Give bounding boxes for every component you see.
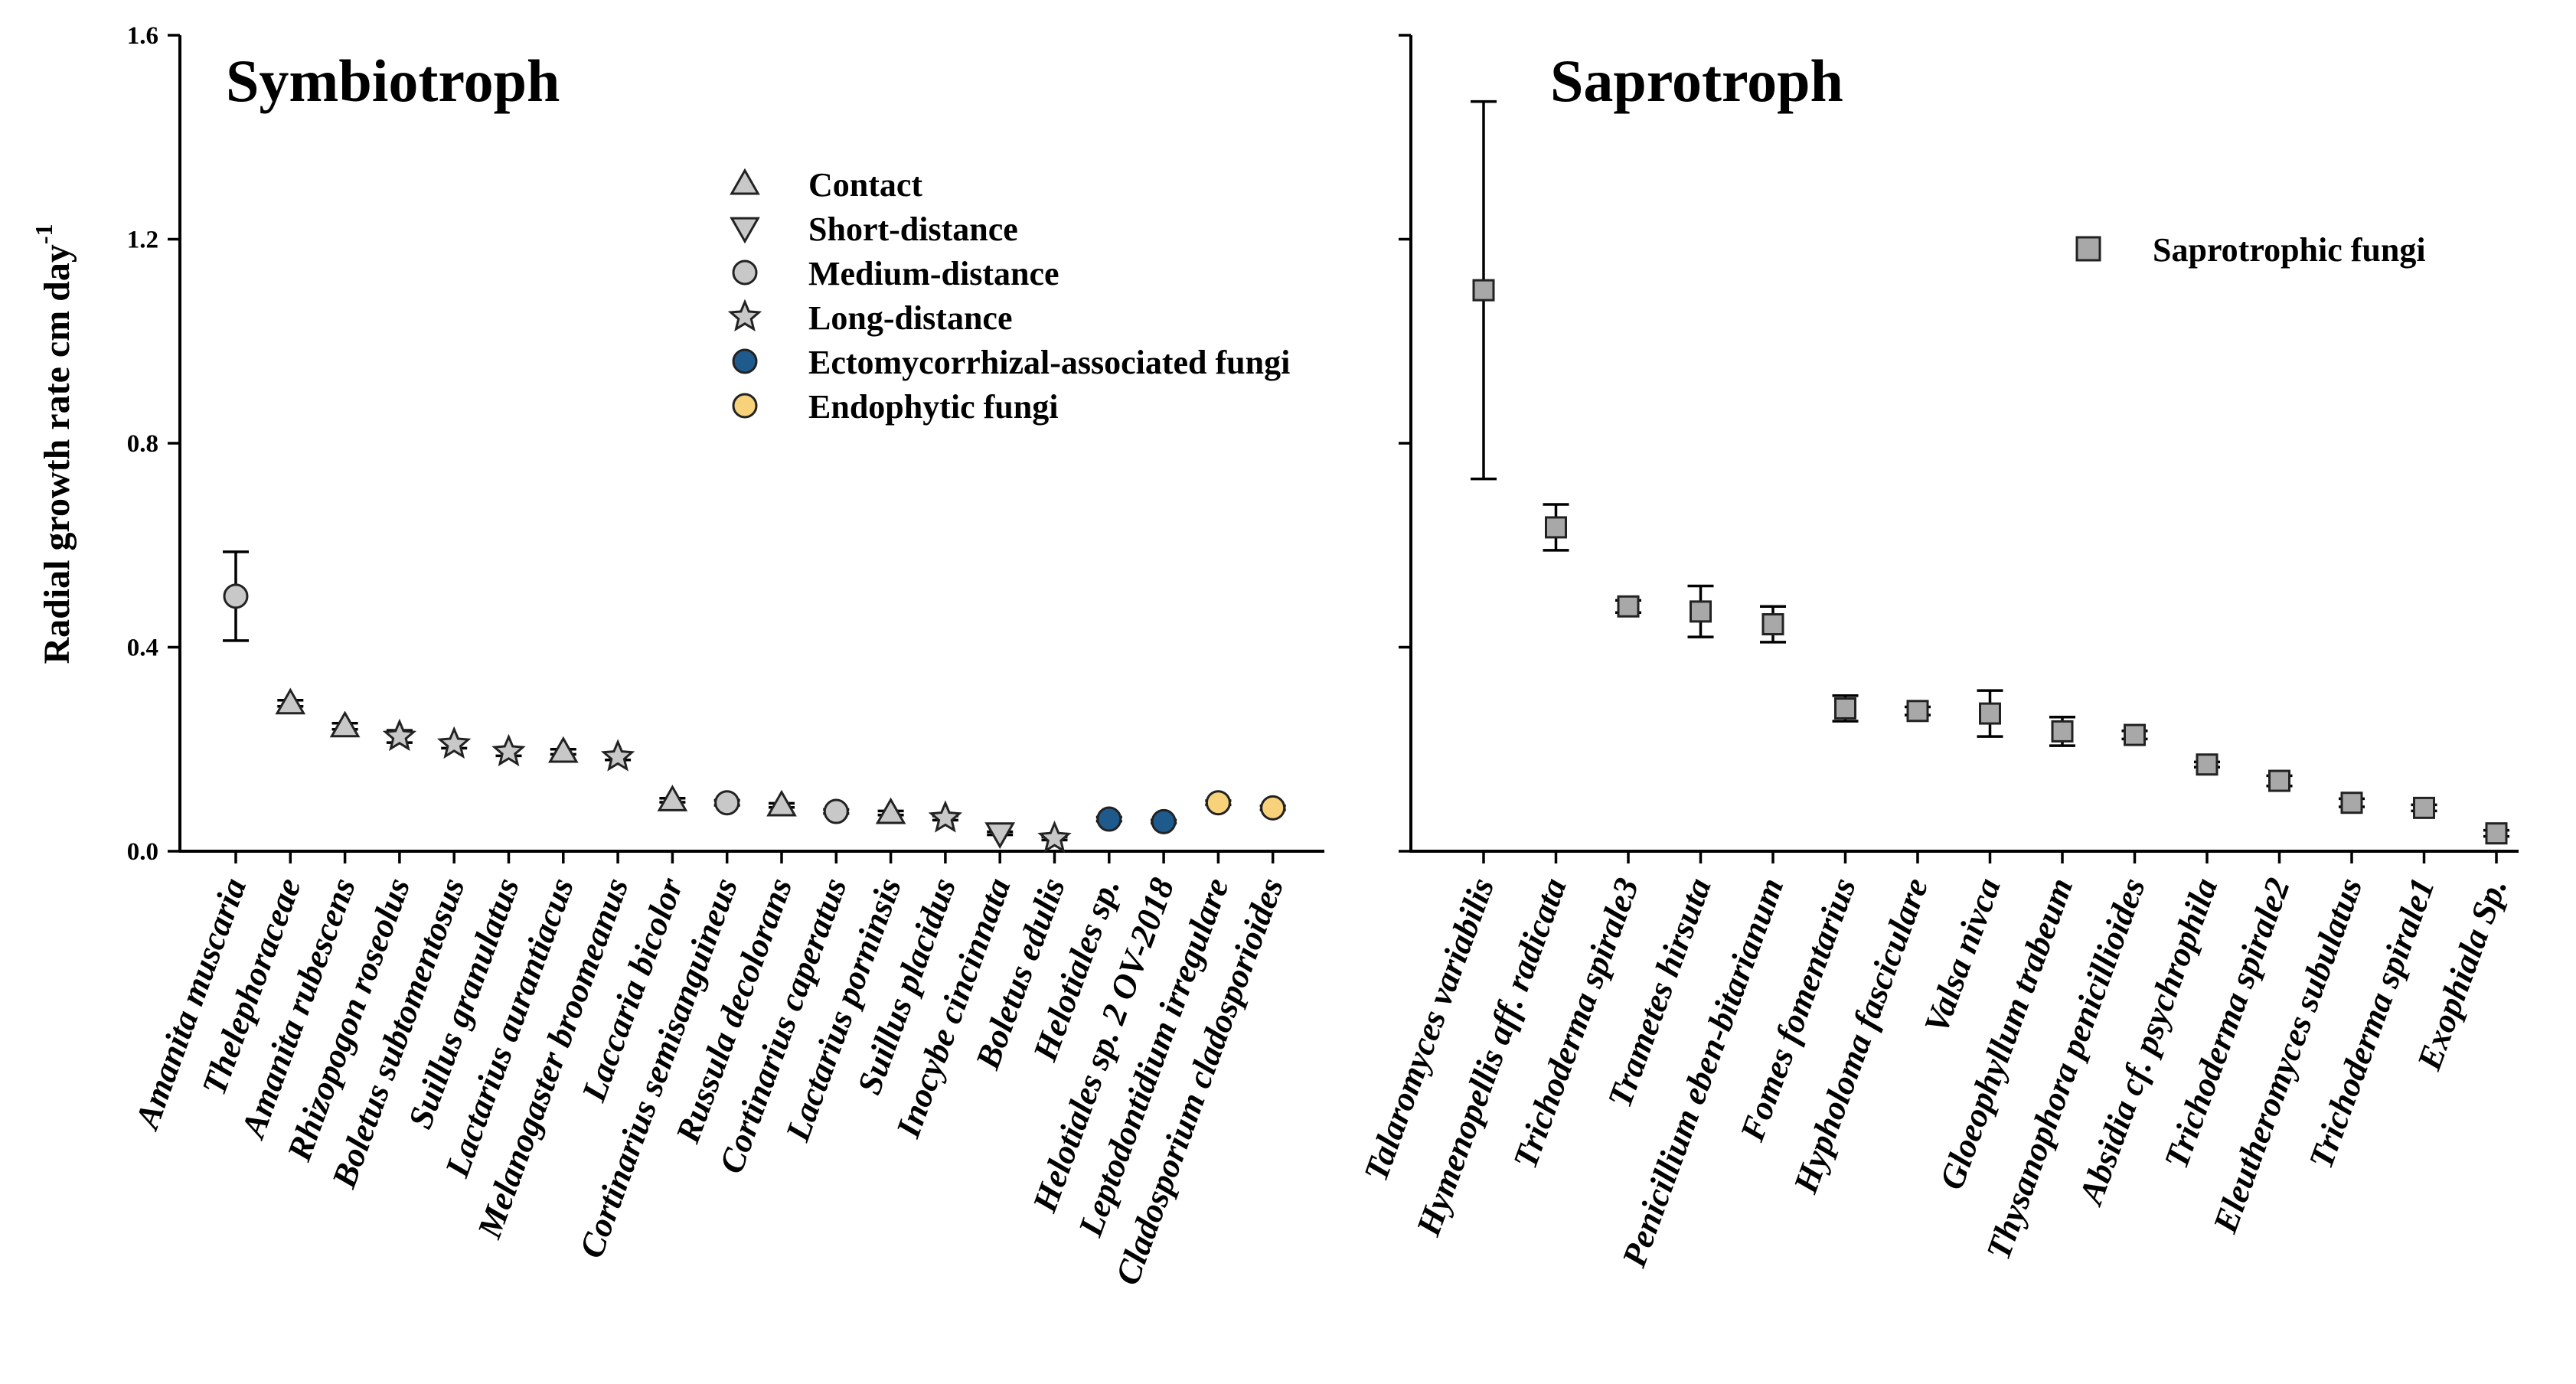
panel-title: Symbiotroph xyxy=(226,47,560,114)
legend-marker-endo xyxy=(732,393,758,419)
legend-marker-medium xyxy=(732,260,758,286)
data-point xyxy=(928,800,963,833)
data-point xyxy=(2268,769,2290,792)
data-point xyxy=(714,790,740,816)
data-point xyxy=(1260,795,1286,821)
data-point xyxy=(2413,796,2435,819)
data-point xyxy=(823,798,849,824)
legend-label-sap: Saprotrophic fungi xyxy=(2153,231,2426,269)
data-point xyxy=(1617,595,1640,618)
data-point xyxy=(382,718,417,752)
legend-label-long: Long-distance xyxy=(808,299,1012,337)
data-point xyxy=(657,785,688,811)
data-point xyxy=(1096,806,1122,832)
data-point xyxy=(2340,792,2363,814)
data-point xyxy=(491,733,526,767)
data-point xyxy=(1834,697,1856,720)
legend-marker-short xyxy=(730,217,760,244)
y-axis-label: Radial growth rate cm day-1 xyxy=(30,224,77,664)
y-tick-label: 0.0 xyxy=(127,838,158,866)
data-point xyxy=(223,583,249,609)
legend-marker-long xyxy=(727,299,762,331)
data-point xyxy=(984,822,1016,849)
data-point xyxy=(600,739,635,772)
data-point xyxy=(1472,279,1495,302)
legend-label-endo: Endophytic fungi xyxy=(808,388,1058,426)
data-point xyxy=(2485,822,2508,845)
data-point xyxy=(1151,808,1177,834)
data-point xyxy=(1205,790,1231,816)
y-tick-label: 0.8 xyxy=(127,430,158,458)
data-point xyxy=(275,687,306,715)
panel-title: Saprotroph xyxy=(1550,47,1843,114)
y-tick-label: 1.2 xyxy=(127,227,158,254)
y-tick-label: 0.4 xyxy=(127,635,158,662)
data-point xyxy=(1761,613,1784,636)
data-point xyxy=(1979,702,2001,725)
data-point xyxy=(2124,723,2146,746)
legend-marker-ecto xyxy=(732,348,758,374)
data-point xyxy=(1545,516,1567,539)
data-point xyxy=(1037,820,1072,854)
data-point xyxy=(1690,600,1712,623)
legend-label-medium: Medium-distance xyxy=(808,255,1059,292)
data-point xyxy=(2196,753,2218,776)
data-point xyxy=(2051,720,2074,743)
legend-label-contact: Contact xyxy=(808,166,922,204)
data-point xyxy=(436,726,472,759)
data-point xyxy=(875,797,906,824)
data-point xyxy=(329,710,361,738)
data-point xyxy=(547,736,579,763)
legend-label-short: Short-distance xyxy=(808,211,1018,248)
data-point xyxy=(766,789,797,817)
legend-marker-contact xyxy=(730,168,760,195)
y-tick-label: 1.6 xyxy=(127,22,158,50)
legend-marker-sap xyxy=(2075,236,2101,262)
data-point xyxy=(1906,700,1929,723)
legend-label-ecto: Ectomycorrhizal-associated fungi xyxy=(808,344,1290,381)
